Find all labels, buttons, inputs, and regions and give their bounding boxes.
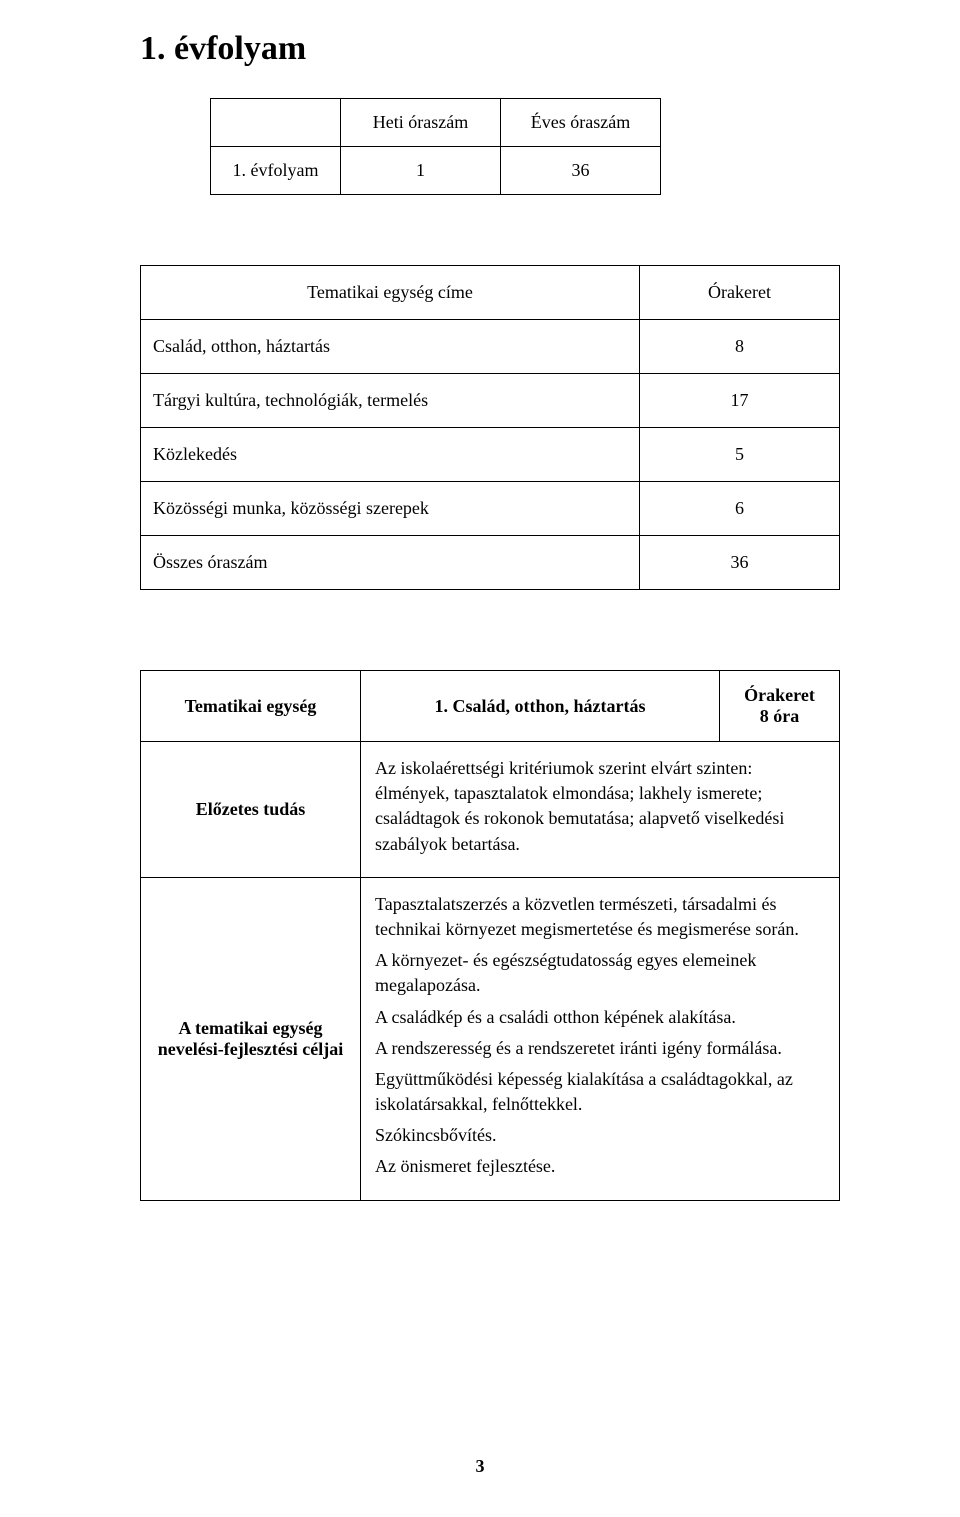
topics-table-name: Közlekedés [141, 428, 640, 482]
page: 1. évfolyam Heti óraszám Éves óraszám 1.… [0, 0, 960, 1517]
detail-table-unit-row: Tematikai egység 1. Család, otthon, házt… [141, 671, 840, 742]
detail-unit-title: 1. Család, otthon, háztartás [361, 671, 720, 742]
detail-prior-cell: Az iskolaérettségi kritériumok szerint e… [361, 742, 840, 878]
topics-table-row: Család, otthon, háztartás 8 [141, 320, 840, 374]
hours-table-header-heti: Heti óraszám [341, 99, 501, 147]
detail-unit-label: Tematikai egység [141, 671, 361, 742]
topics-table-name: Közösségi munka, közösségi szerepek [141, 482, 640, 536]
detail-goals-text: A környezet- és egészségtudatosság egyes… [375, 948, 825, 998]
detail-table-goals-row: A tematikai egység nevelési-fejlesztési … [141, 877, 840, 1200]
topics-table-name: Család, otthon, háztartás [141, 320, 640, 374]
detail-hours-cell: Órakeret 8 óra [720, 671, 840, 742]
topics-table-value: 8 [640, 320, 840, 374]
detail-hours-value: 8 óra [728, 706, 831, 727]
topics-table-value: 5 [640, 428, 840, 482]
detail-goals-text: A családkép és a családi otthon képének … [375, 1005, 825, 1030]
page-number: 3 [0, 1456, 960, 1477]
topics-table-row: Tárgyi kultúra, technológiák, termelés 1… [141, 374, 840, 428]
hours-table-header-row: Heti óraszám Éves óraszám [211, 99, 661, 147]
page-title: 1. évfolyam [140, 30, 840, 68]
detail-prior-label: Előzetes tudás [141, 742, 361, 878]
topics-table-value: 6 [640, 482, 840, 536]
topics-table-header-row: Tematikai egység címe Órakeret [141, 266, 840, 320]
detail-goals-label: A tematikai egység nevelési-fejlesztési … [141, 877, 361, 1200]
topics-table-value: 36 [640, 536, 840, 590]
topics-table-name: Tárgyi kultúra, technológiák, termelés [141, 374, 640, 428]
hours-table-header-eves: Éves óraszám [501, 99, 661, 147]
detail-goals-text: Tapasztalatszerzés a közvetlen természet… [375, 892, 825, 942]
topics-table-row: Összes óraszám 36 [141, 536, 840, 590]
topics-table: Tematikai egység címe Órakeret Család, o… [140, 265, 840, 590]
topics-table-header-value: Órakeret [640, 266, 840, 320]
hours-table: Heti óraszám Éves óraszám 1. évfolyam 1 … [210, 98, 661, 195]
topics-table-row: Közösségi munka, közösségi szerepek 6 [141, 482, 840, 536]
detail-prior-text: Az iskolaérettségi kritériumok szerint e… [375, 756, 825, 857]
topics-table-value: 17 [640, 374, 840, 428]
detail-hours-label: Órakeret [728, 685, 831, 706]
topics-table-header-name: Tematikai egység címe [141, 266, 640, 320]
topics-table-name: Összes óraszám [141, 536, 640, 590]
hours-table-blank-cell [211, 99, 341, 147]
detail-goals-text: Együttműködési képesség kialakítása a cs… [375, 1067, 825, 1117]
hours-table-heti-value: 1 [341, 147, 501, 195]
hours-table-eves-value: 36 [501, 147, 661, 195]
hours-table-data-row: 1. évfolyam 1 36 [211, 147, 661, 195]
detail-goals-text: Szókincsbővítés. [375, 1123, 825, 1148]
detail-table: Tematikai egység 1. Család, otthon, házt… [140, 670, 840, 1201]
detail-goals-text: A rendszeresség és a rendszeretet iránti… [375, 1036, 825, 1061]
hours-table-row-label: 1. évfolyam [211, 147, 341, 195]
detail-goals-text: Az önismeret fejlesztése. [375, 1154, 825, 1179]
detail-table-prior-row: Előzetes tudás Az iskolaérettségi kritér… [141, 742, 840, 878]
topics-table-row: Közlekedés 5 [141, 428, 840, 482]
detail-goals-cell: Tapasztalatszerzés a közvetlen természet… [361, 877, 840, 1200]
